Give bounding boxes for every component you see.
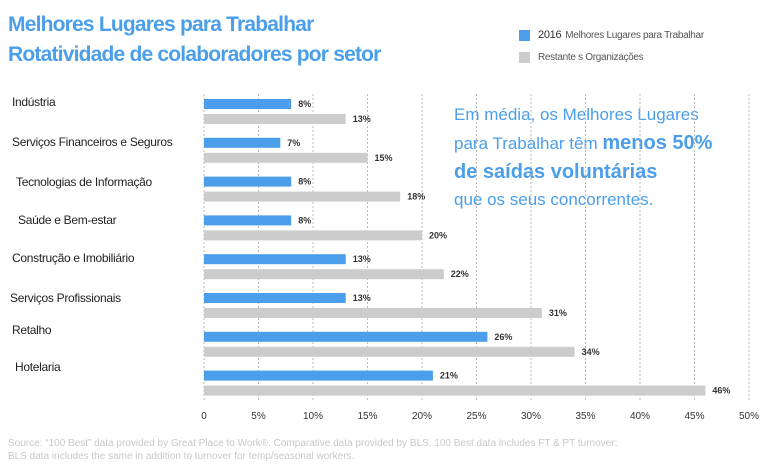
callout-line2: para Trabalhar têm [454, 134, 603, 153]
bar-rest [204, 114, 346, 124]
legend-item-rest: Restante s Organizações [519, 46, 704, 68]
data-label: 8% [298, 215, 311, 225]
category-label: Hotelaria [15, 360, 61, 374]
legend: 2016 Melhores Lugares para Trabalhar Rest… [519, 24, 704, 68]
bar-rest [204, 346, 575, 357]
chart-title: Melhores Lugares para Trabalhar [8, 13, 314, 36]
x-tick-label: 5% [251, 411, 266, 422]
bar-rest [204, 269, 444, 280]
title-block: Melhores Lugares para Trabalhar Rotativi… [8, 10, 381, 70]
x-tick-label: 15% [357, 411, 377, 422]
bar-best [204, 99, 292, 109]
data-label: 20% [429, 230, 447, 240]
x-tick-label: 20% [412, 411, 432, 422]
callout-line1: Em média, os Melhores Lugares [454, 105, 699, 124]
source-line2: BLS data includes the same in addition t… [8, 451, 355, 462]
legend-label-rest: Restante s Organizações [538, 51, 644, 63]
data-label: 13% [353, 114, 371, 124]
bar-best [204, 137, 281, 148]
bar-best [204, 176, 292, 187]
x-tick-label: 45% [684, 411, 704, 422]
category-label: Serviços Profissionais [10, 291, 121, 305]
bar-rest [204, 385, 706, 396]
callout-line4: que os seus concorrentes. [454, 190, 654, 209]
data-label: 13% [353, 254, 371, 264]
callout-line3: de saídas voluntárias [454, 161, 658, 183]
data-label: 7% [287, 138, 300, 148]
legend-year: 2016 [538, 29, 562, 41]
bar-rest [204, 152, 368, 163]
data-label: 8% [298, 99, 311, 109]
data-label: 26% [494, 332, 512, 342]
x-tick-label: 40% [630, 411, 650, 422]
callout-text: Em média, os Melhores Lugares para Traba… [454, 101, 754, 214]
bar-rest [204, 230, 422, 241]
bar-rest [204, 191, 401, 202]
data-label: 18% [407, 192, 425, 202]
source-line1: Source: “100 Best” data provided by Grea… [8, 438, 618, 449]
x-tick-label: 0 [201, 411, 207, 422]
x-tick-label: 25% [466, 411, 486, 422]
data-label: 22% [451, 269, 469, 279]
data-label: 31% [549, 308, 567, 318]
category-label: Serviços Financeiros e Seguros [12, 135, 173, 149]
x-tick-label: 30% [521, 411, 541, 422]
legend-swatch-best [519, 29, 530, 41]
category-label: Construção e Imobiliário [12, 251, 135, 265]
data-label: 21% [440, 371, 458, 381]
bar-best [204, 331, 488, 342]
bar-best [204, 370, 433, 381]
category-label: Indústria [12, 95, 56, 109]
legend-item-best: 2016 Melhores Lugares para Trabalhar [519, 24, 704, 46]
category-label: Tecnologias de Informação [16, 175, 153, 189]
x-tick-label: 10% [303, 411, 323, 422]
bar-rest [204, 308, 542, 318]
bar-best [204, 254, 346, 265]
data-label: 34% [582, 347, 600, 357]
category-label: Saúde e Bem-estar [18, 213, 117, 227]
data-label: 13% [353, 293, 371, 303]
data-label: 46% [712, 386, 730, 396]
bar-best [204, 293, 346, 303]
callout-highlight: menos 50% [602, 132, 713, 154]
bar-best [204, 215, 292, 226]
x-tick-label: 35% [575, 411, 595, 422]
data-label: 8% [298, 177, 311, 187]
data-label: 15% [375, 153, 393, 163]
category-label: Retalho [12, 323, 52, 337]
chart-subtitle: Rotatividade de colaboradores por setor [8, 43, 381, 66]
source-note: Source: “100 Best” data provided by Grea… [8, 437, 758, 463]
legend-label-best: Melhores Lugares para Trabalhar [565, 30, 704, 41]
x-tick-label: 50% [739, 411, 759, 422]
legend-swatch-rest [519, 51, 530, 63]
